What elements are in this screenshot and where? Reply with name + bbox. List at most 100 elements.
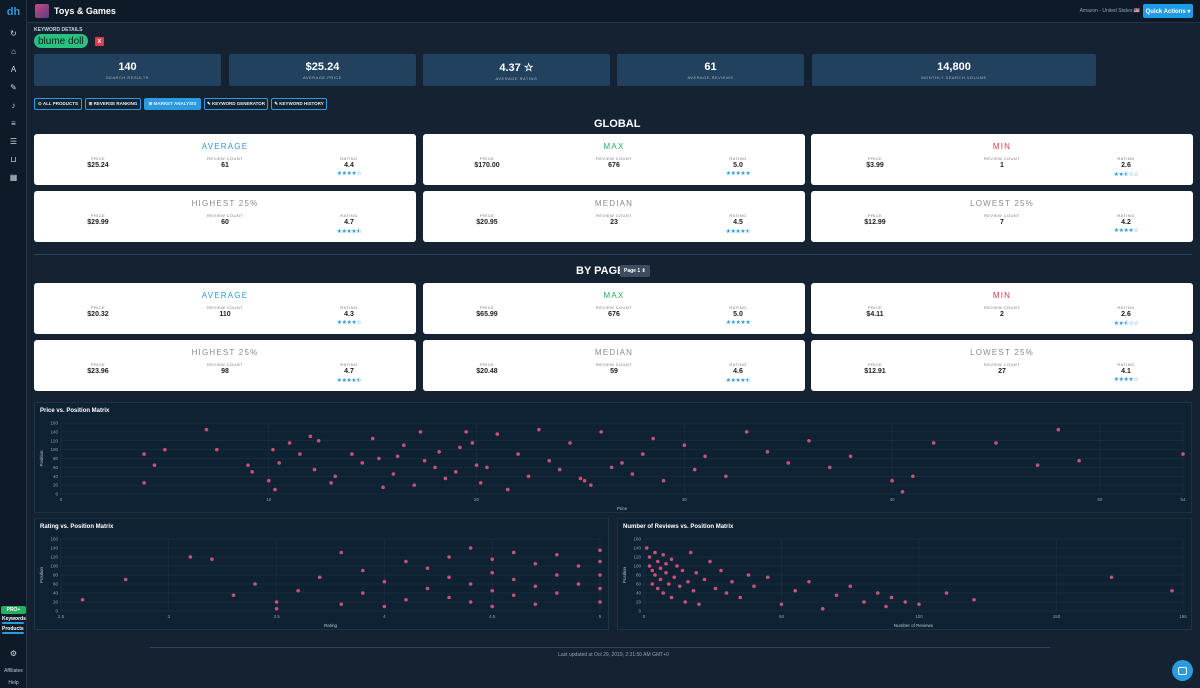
rating-column: RATING 5.0 ★★★★★	[698, 305, 778, 326]
stat-card-max: MAX PRICE $65.99 REVIEW COUNT 676 RATING 5.0 ★★…	[423, 283, 805, 334]
price-column: PRICE $29.99	[58, 213, 138, 226]
data-point	[1077, 458, 1081, 463]
data-point	[250, 470, 254, 474]
data-point	[470, 441, 475, 445]
tab-reverse-ranking[interactable]: ⊞ REVERSE RANKING	[85, 98, 141, 110]
font-icon[interactable]: A	[10, 64, 17, 74]
bell-icon[interactable]: ♪	[11, 100, 16, 110]
stat-value: 61	[704, 61, 717, 73]
review-count-label: REVIEW COUNT	[596, 305, 632, 310]
pro-badge[interactable]: PRO+	[1, 606, 26, 614]
home-icon[interactable]: ⌂	[11, 46, 16, 56]
tab-keyword-history[interactable]: ✎ KEYWORD HISTORY	[271, 98, 327, 110]
y-axis-label: Position	[622, 567, 627, 584]
chat-button[interactable]	[1172, 660, 1193, 681]
price-label: PRICE	[867, 156, 883, 161]
data-point	[271, 447, 275, 452]
review-count-column: REVIEW COUNT 676	[574, 156, 654, 169]
cart-icon[interactable]: ⊔	[10, 154, 17, 164]
rating-stars: ★★⯪☆☆	[1113, 321, 1139, 327]
page-select[interactable]: Page 1 ⇕	[620, 265, 650, 277]
data-point	[724, 474, 728, 479]
rating-column: RATING 2.6 ★★⯪☆☆	[1086, 156, 1166, 180]
category-title: Toys & Games	[54, 6, 116, 16]
price-label: PRICE	[90, 305, 106, 310]
data-point	[744, 430, 749, 434]
brand-logo[interactable]: dh	[6, 6, 21, 18]
list-icon[interactable]: ☰	[9, 136, 18, 146]
stat-card-min: MIN PRICE $4.11 REVIEW COUNT 2 RATING 2.6 ★★⯪☆☆	[811, 283, 1193, 334]
keyword-pill: blume doll	[34, 34, 88, 48]
tab-all-products[interactable]: ⊙ ALL PRODUCTS	[34, 98, 82, 110]
stat-card-highest-25-: HIGHEST 25% PRICE $29.99 REVIEW COUNT 60 RATI…	[34, 191, 416, 242]
price-label: PRICE	[479, 213, 495, 218]
y-tick-label: 160	[50, 537, 58, 542]
data-point	[827, 465, 832, 470]
data-point	[1035, 463, 1040, 467]
data-point	[274, 606, 279, 611]
data-point	[786, 461, 791, 465]
data-point	[917, 602, 921, 607]
tag-icon[interactable]: ✎	[10, 82, 17, 92]
data-point	[422, 458, 427, 463]
marketplace-label[interactable]: Amazon - United States 🇺🇸	[1079, 8, 1140, 14]
sidebar: dh ↻ ⌂ A ✎ ♪ ≡ ☰ ⊔ ▦ PRO+ Keywords Products ⚙ Af…	[0, 0, 27, 688]
x-tick-label: 150	[1053, 614, 1061, 619]
data-point	[675, 564, 679, 568]
data-point	[433, 465, 437, 470]
x-tick-label: 196	[1179, 614, 1187, 619]
review-count-value: 59	[610, 368, 618, 375]
tab-market-analysis[interactable]: ⊞ MARKET ANALYSIS	[144, 98, 201, 110]
sidebar-nav: ↻ ⌂ A ✎ ♪ ≡ ☰ ⊔ ▦	[0, 24, 26, 186]
card-title: MEDIAN	[594, 348, 634, 357]
quick-actions-button[interactable]: Quick Actions ▾	[1143, 4, 1193, 18]
card-title: AVERAGE	[201, 142, 249, 151]
data-point	[350, 452, 354, 456]
data-point	[682, 443, 687, 447]
data-point	[210, 557, 214, 562]
data-point	[658, 566, 663, 571]
keywords-quota-label: Keywords	[2, 616, 26, 622]
y-tick-label: 40	[53, 591, 59, 596]
data-point	[703, 454, 707, 459]
database-icon[interactable]: ≡	[11, 118, 16, 128]
remove-keyword-button[interactable]: x	[95, 37, 104, 46]
tab-keyword-generator[interactable]: ✎ KEYWORD GENERATOR	[204, 98, 268, 110]
review-count-value: 27	[998, 368, 1006, 375]
refresh-icon[interactable]: ↻	[10, 28, 17, 38]
rating-value: 5.0	[733, 311, 743, 318]
price-value: $20.48	[476, 368, 498, 375]
data-point	[702, 577, 707, 582]
data-point	[511, 593, 516, 598]
settings-icon[interactable]: ⚙	[9, 648, 18, 658]
data-point	[425, 566, 430, 571]
chat-icon	[1178, 666, 1187, 675]
review-count-label: REVIEW COUNT	[596, 213, 632, 218]
rating-stars: ★★★★★	[725, 320, 751, 326]
x-tick-label: 0	[60, 497, 63, 502]
data-point	[308, 434, 313, 439]
data-point	[834, 593, 839, 598]
data-point	[447, 595, 451, 600]
calendar-icon[interactable]: ▦	[9, 172, 18, 182]
last-updated: Last updated at Oct 29, 2019, 2:31:50 AM…	[558, 652, 669, 658]
x-tick-label: 4	[383, 614, 386, 619]
data-point	[598, 573, 602, 577]
data-point	[582, 478, 587, 483]
review-count-column: REVIEW COUNT 59	[574, 362, 654, 375]
y-tick-label: 140	[50, 546, 58, 551]
help-link[interactable]: Help	[8, 680, 19, 686]
price-value: $25.24	[87, 162, 109, 169]
rating-column: RATING 2.6 ★★⯪☆☆	[1086, 305, 1166, 329]
data-point	[691, 588, 696, 593]
data-point	[391, 472, 396, 476]
data-point	[651, 436, 655, 441]
data-point	[903, 600, 908, 604]
price-value: $12.91	[864, 368, 886, 375]
data-point	[266, 478, 271, 483]
affiliates-link[interactable]: Affiliates	[4, 668, 23, 674]
data-point	[555, 591, 559, 595]
y-tick-label: 80	[636, 573, 642, 578]
data-point	[537, 427, 541, 432]
data-point	[490, 604, 495, 609]
